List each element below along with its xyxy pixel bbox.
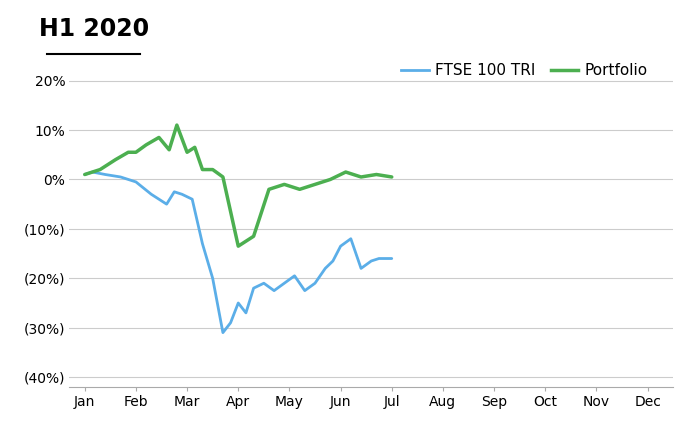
FTSE 100 TRI (270, 288, 278, 293)
Portfolio (96, 167, 104, 172)
Portfolio (387, 175, 396, 180)
Portfolio (265, 187, 273, 192)
FTSE 100 TRI (226, 320, 235, 326)
Line: FTSE 100 TRI: FTSE 100 TRI (85, 172, 391, 333)
FTSE 100 TRI (387, 256, 396, 261)
FTSE 100 TRI (329, 258, 337, 264)
FTSE 100 TRI (311, 281, 319, 286)
FTSE 100 TRI (81, 172, 89, 177)
FTSE 100 TRI (208, 276, 217, 281)
FTSE 100 TRI (301, 288, 309, 293)
FTSE 100 TRI (178, 192, 186, 197)
FTSE 100 TRI (219, 330, 227, 335)
FTSE 100 TRI (337, 243, 345, 249)
FTSE 100 TRI (88, 169, 96, 175)
Portfolio (326, 177, 335, 182)
Portfolio (111, 157, 119, 162)
Portfolio (165, 147, 174, 152)
Portfolio (357, 175, 365, 180)
Portfolio (234, 243, 242, 249)
FTSE 100 TRI (198, 241, 207, 246)
FTSE 100 TRI (234, 301, 242, 306)
Portfolio (311, 182, 319, 187)
FTSE 100 TRI (290, 273, 298, 278)
FTSE 100 TRI (321, 266, 330, 271)
Portfolio (132, 150, 140, 155)
FTSE 100 TRI (357, 266, 365, 271)
Portfolio (124, 150, 133, 155)
FTSE 100 TRI (242, 310, 250, 316)
FTSE 100 TRI (347, 236, 355, 241)
Portfolio (198, 167, 207, 172)
Line: Portfolio: Portfolio (85, 125, 391, 246)
Legend: FTSE 100 TRI, Portfolio: FTSE 100 TRI, Portfolio (396, 57, 654, 84)
Portfolio (142, 142, 151, 147)
FTSE 100 TRI (170, 189, 178, 194)
Portfolio (208, 167, 217, 172)
FTSE 100 TRI (375, 256, 383, 261)
FTSE 100 TRI (101, 172, 110, 177)
Portfolio (191, 145, 199, 150)
Portfolio (173, 123, 181, 128)
Portfolio (280, 182, 289, 187)
FTSE 100 TRI (367, 258, 375, 264)
Portfolio (372, 172, 380, 177)
Portfolio (249, 233, 257, 239)
FTSE 100 TRI (280, 281, 289, 286)
Portfolio (296, 187, 304, 192)
Text: H1 2020: H1 2020 (39, 17, 149, 41)
FTSE 100 TRI (260, 281, 268, 286)
Portfolio (219, 175, 227, 180)
Portfolio (155, 135, 163, 140)
FTSE 100 TRI (132, 179, 140, 184)
Portfolio (183, 150, 192, 155)
FTSE 100 TRI (249, 286, 257, 291)
FTSE 100 TRI (147, 192, 155, 197)
FTSE 100 TRI (117, 175, 125, 180)
FTSE 100 TRI (188, 197, 196, 202)
Portfolio (81, 172, 89, 177)
Portfolio (341, 169, 350, 175)
FTSE 100 TRI (162, 202, 171, 207)
